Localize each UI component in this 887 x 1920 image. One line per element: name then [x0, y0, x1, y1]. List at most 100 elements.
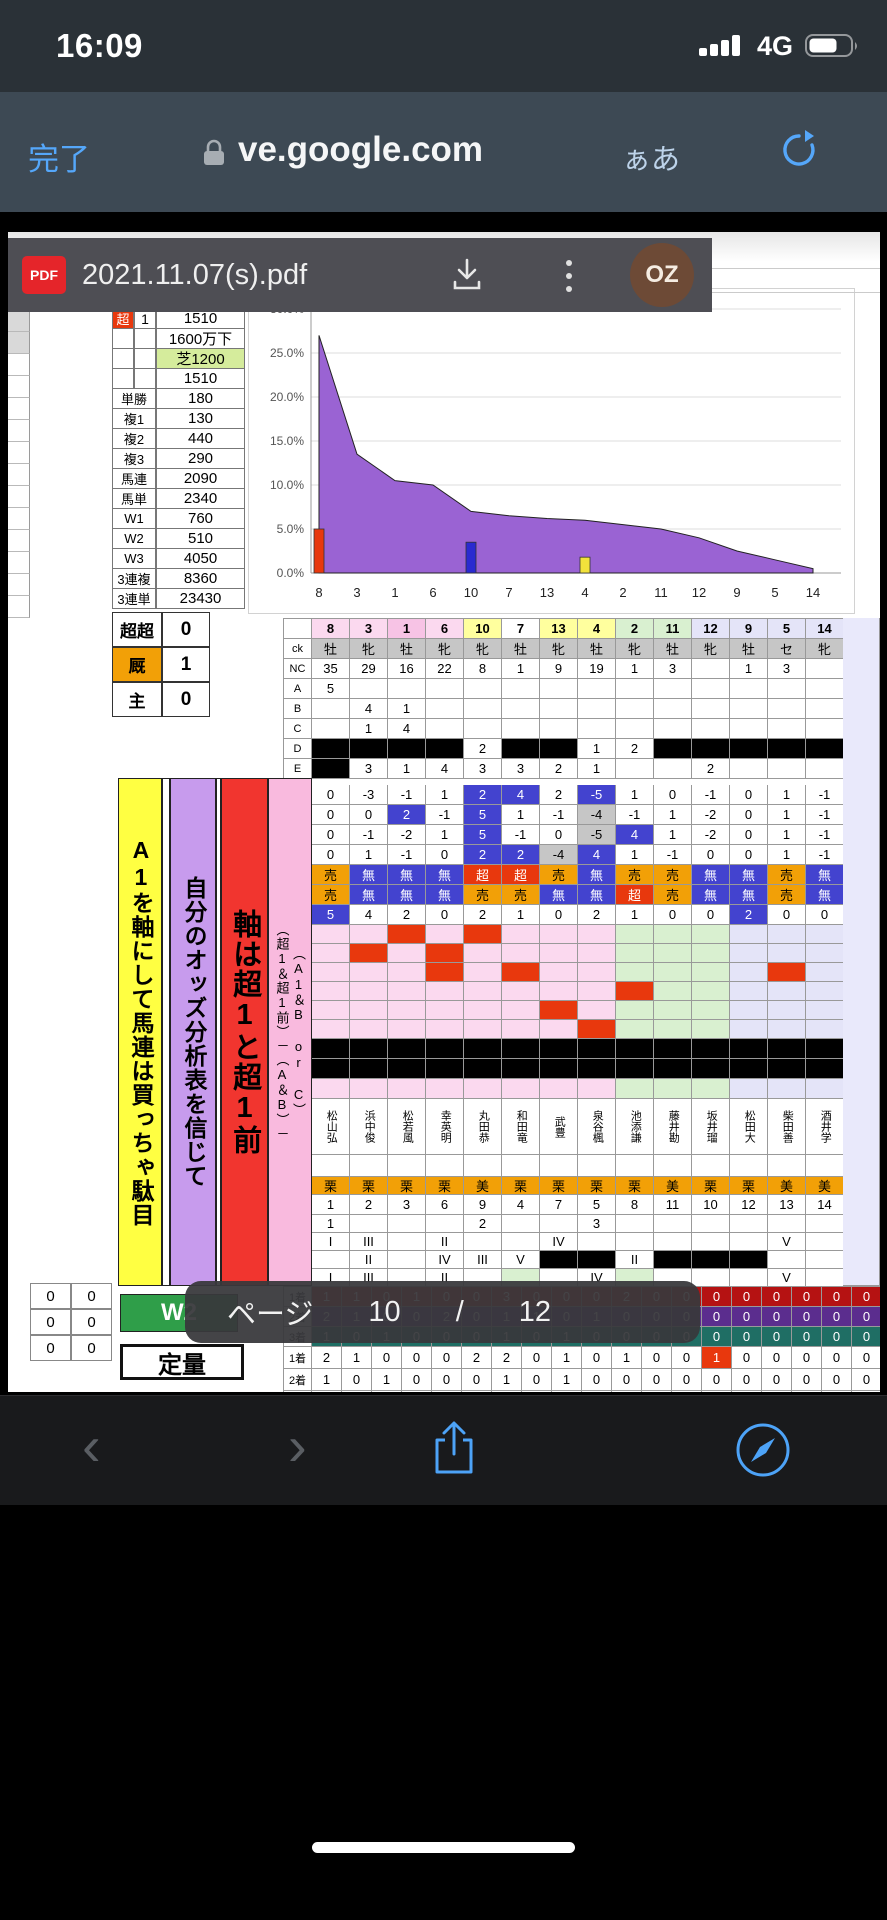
sheet-cell	[578, 1001, 616, 1020]
sheet-cell	[502, 1020, 540, 1039]
sheet-cell	[692, 963, 730, 982]
account-avatar[interactable]: OZ	[630, 243, 694, 307]
sheet-cell	[426, 739, 464, 759]
sheet-cell: セ	[768, 639, 806, 659]
sheet-cell	[730, 1020, 768, 1039]
odds-row: 複2 440	[112, 429, 245, 449]
sheet-cell	[540, 1251, 578, 1269]
sheet-cell: 1	[612, 1347, 642, 1369]
counter-label-cell: 主	[112, 682, 162, 717]
sheet-cell: 22	[426, 659, 464, 679]
sheet-cell: 1	[654, 825, 692, 845]
text-size-button[interactable]: ぁあ	[622, 144, 681, 176]
download-button[interactable]	[448, 256, 486, 299]
sheet-cell	[502, 925, 540, 944]
odds-chart-svg: 0.0%5.0%10.0%15.0%20.0%25.0%30.0%8316107…	[270, 302, 841, 600]
sheet-cell: 0	[852, 1347, 880, 1369]
sheet-cell	[730, 982, 768, 1001]
sheet-cell	[464, 925, 502, 944]
sheet-cell: 0	[642, 1347, 672, 1369]
sheet-cell: 8	[464, 659, 502, 679]
compass-button[interactable]	[733, 1420, 793, 1485]
sheet-cell: 和田竜	[502, 1099, 540, 1155]
sheet-cell	[806, 1001, 844, 1020]
sheet-cell: -4	[540, 845, 578, 865]
forward-button[interactable]: ›	[288, 1414, 307, 1477]
sheet-row: F	[284, 1039, 844, 1059]
sheet-cell: 美	[464, 1177, 502, 1195]
sheet-cell	[806, 1020, 844, 1039]
sheet-row: 単売無無無超超売無売売無無売無	[284, 865, 844, 885]
sheet-cell	[730, 944, 768, 963]
sheet-cell: 1	[312, 1391, 342, 1392]
sheet-cell: 牝	[426, 639, 464, 659]
sheet-cell	[350, 1020, 388, 1039]
sheet-cell	[654, 759, 692, 779]
sheet-cell: 無	[388, 865, 426, 885]
sheet-cell: 0	[702, 1307, 732, 1327]
sheet-cell: 無	[692, 865, 730, 885]
sheet-cell: 2	[350, 1195, 388, 1215]
sheet-cell	[654, 1001, 692, 1020]
sheet-cell	[730, 1251, 768, 1269]
sheet-cell	[502, 1059, 540, 1079]
sheet-row	[284, 1020, 844, 1039]
sheet-cell: 栗	[350, 1177, 388, 1195]
pdf-toolbar: PDF 2021.11.07(s).pdf OZ	[8, 238, 712, 312]
sheet-cell: 1	[312, 1369, 342, 1391]
svg-text:14: 14	[806, 585, 820, 600]
sheet-cell	[540, 1039, 578, 1059]
sheet-cell: 3	[388, 1195, 426, 1215]
vertical-text: （A1＆B or C）	[291, 947, 307, 1117]
svg-text:9: 9	[733, 585, 740, 600]
back-button[interactable]: ‹	[82, 1414, 101, 1477]
sheet-cell	[578, 1233, 616, 1251]
overflow-menu-button[interactable]	[564, 258, 574, 299]
sheet-cell: 1	[502, 905, 540, 925]
sheet-cell: 3	[350, 619, 388, 639]
sheet-cell	[654, 739, 692, 759]
svg-text:10: 10	[464, 585, 478, 600]
sheet-cell: -1	[502, 825, 540, 845]
sheet-cell: 1	[502, 659, 540, 679]
sheet-cell	[312, 719, 350, 739]
sheet-cell	[502, 679, 540, 699]
share-button[interactable]	[425, 1418, 483, 1485]
odds-tag-cell	[112, 369, 134, 389]
sheet-cell	[578, 925, 616, 944]
sheet-cell	[426, 1155, 464, 1177]
sheet-cell: 牡	[388, 639, 426, 659]
sheet-cell: 売	[464, 885, 502, 905]
reload-button[interactable]	[778, 130, 820, 177]
sheet-cell: 0	[852, 1391, 880, 1392]
done-button[interactable]: 完了	[28, 142, 90, 177]
pdf-page[interactable]: 超2阪神10R超115101600万下芝12001510単勝180複1130複2…	[8, 232, 880, 1392]
left-edge-row	[8, 420, 30, 442]
sheet-cell	[692, 679, 730, 699]
counter-label-cell: 超超	[112, 612, 162, 647]
url-text[interactable]: ve.google.com	[238, 130, 484, 169]
odds-label-cell: 3連単	[112, 589, 156, 609]
sheet-cell: 11	[654, 1195, 692, 1215]
sheet-cell: 0	[692, 845, 730, 865]
sheet-cell	[616, 679, 654, 699]
sheet-cell	[806, 659, 844, 679]
sheet-cell	[654, 1251, 692, 1269]
sheet-row-label: NC	[284, 659, 312, 679]
sheet-cell: 栗	[388, 1177, 426, 1195]
sheet-cell: 無	[578, 865, 616, 885]
sheet-cell: 牡	[312, 639, 350, 659]
sheet-row: 人1236947581110121314	[284, 1195, 844, 1215]
sheet-cell: 超	[464, 865, 502, 885]
sheet-cell	[350, 1059, 388, 1079]
sheet-cell: 2	[388, 805, 426, 825]
home-indicator[interactable]	[312, 1842, 575, 1853]
sheet-cell	[806, 719, 844, 739]
sheet-cell	[806, 1233, 844, 1251]
sheet-cell: -4	[578, 805, 616, 825]
sheet-cell	[654, 1155, 692, 1177]
sheet-cell: -2	[388, 825, 426, 845]
sheet-cell: 無	[426, 885, 464, 905]
